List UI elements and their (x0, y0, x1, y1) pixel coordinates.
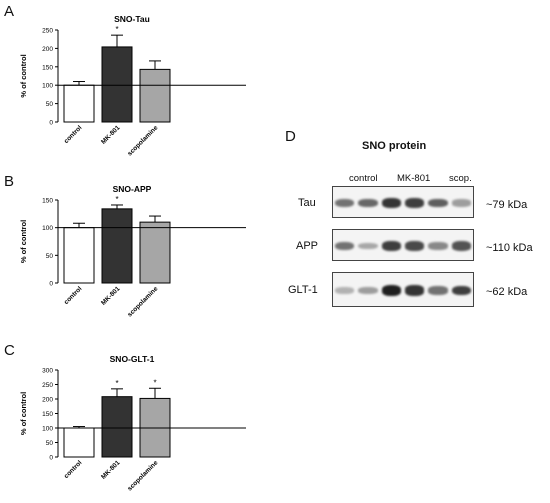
x-tick-label: scopolamine (126, 459, 159, 492)
x-tick-label: scopolamine (126, 285, 159, 318)
x-tick-label: scopolamine (126, 124, 159, 157)
blot-row-label-glt1: GLT-1 (288, 284, 318, 296)
blot-size-glt1: ~62 kDa (486, 286, 528, 298)
significance-marker: * (115, 195, 118, 204)
blot-size-tau: ~79 kDa (486, 199, 528, 211)
bar-chart-sno-glt1: SNO-GLT-1 % of control 0 50 100 150 200 250 300 c… (19, 354, 246, 493)
y-tick-label: 100 (42, 426, 53, 433)
chart-title: SNO-Tau (114, 14, 150, 24)
blot-strip-glt1 (332, 272, 474, 307)
blot-band (335, 287, 355, 294)
blot-group-mk801: MK-801 (397, 173, 431, 184)
blot-band (451, 285, 471, 296)
significance-marker: * (153, 378, 156, 387)
y-axis-label: % of control (19, 220, 28, 263)
y-tick-label: 150 (42, 64, 53, 71)
panel-letter-a: A (4, 3, 15, 20)
x-tick-label: MK-801 (100, 459, 122, 481)
bar-control (63, 427, 95, 458)
blot-band (405, 241, 425, 251)
x-tick-label: MK-801 (100, 124, 122, 146)
panel-letter-b: B (4, 173, 15, 190)
x-tick-label: control (63, 124, 84, 145)
bar-scopolamine (139, 221, 171, 284)
y-tick-label: 0 (49, 281, 53, 288)
y-tick-label: 150 (42, 198, 53, 205)
blot-strip-app (332, 229, 474, 261)
blot-band (428, 286, 448, 295)
y-tick-label: 200 (42, 397, 53, 404)
blot-band (381, 197, 401, 209)
y-tick-label: 150 (42, 411, 53, 418)
blot-band (358, 198, 378, 208)
y-tick-label: 200 (42, 46, 53, 53)
bar-chart-sno-tau: SNO-Tau % of control 0 50 100 150 200 250 contro… (19, 14, 246, 158)
x-tick-label: MK-801 (100, 285, 122, 307)
bar-mk-801 (101, 46, 133, 123)
blot-band (405, 285, 425, 296)
y-tick-label: 50 (46, 101, 54, 108)
blot-band (358, 286, 378, 295)
blot-band (381, 241, 401, 251)
y-tick-label: 0 (49, 455, 53, 462)
blot-band (335, 241, 355, 251)
blot-band (428, 242, 448, 250)
blot-band (358, 242, 378, 250)
bar-mk-801 (101, 396, 133, 458)
blot-title: SNO protein (362, 140, 427, 152)
significance-marker: * (115, 379, 118, 388)
blot-size-app: ~110 kDa (486, 242, 533, 254)
blot-group-control: control (349, 173, 378, 184)
x-tick-label: control (63, 459, 84, 480)
bar-mk-801 (101, 208, 133, 284)
blot-group-scop: scop. (449, 173, 472, 184)
panel-letter-c: C (4, 342, 15, 359)
y-tick-label: 50 (46, 440, 54, 447)
blot-band (451, 199, 471, 207)
panel-letter-d: D (285, 128, 296, 145)
chart-title: SNO-APP (113, 184, 152, 194)
blot-strip-tau (332, 186, 474, 218)
y-tick-label: 100 (42, 83, 53, 90)
y-tick-label: 300 (42, 368, 53, 375)
bar-control (63, 227, 95, 284)
chart-title: SNO-GLT-1 (110, 354, 155, 364)
blot-band (405, 198, 425, 208)
y-axis-label: % of control (19, 392, 28, 435)
blot-band (451, 241, 471, 251)
blot-band (428, 198, 448, 208)
y-tick-label: 0 (49, 120, 53, 127)
y-tick-label: 250 (42, 382, 53, 389)
y-tick-label: 250 (42, 28, 53, 35)
bar-chart-sno-app: SNO-APP % of control 0 50 100 150 control * MK-8… (19, 184, 246, 319)
y-tick-label: 50 (46, 253, 54, 260)
significance-marker: * (115, 25, 118, 34)
bar-control (63, 84, 95, 123)
y-axis-label: % of control (19, 54, 28, 97)
x-tick-label: control (63, 285, 84, 306)
blot-band (381, 285, 401, 296)
blot-band (335, 198, 355, 208)
bar-scopolamine (139, 68, 171, 123)
blot-row-label-app: APP (296, 240, 319, 252)
blot-row-label-tau: Tau (298, 197, 316, 209)
y-tick-label: 100 (42, 225, 53, 232)
